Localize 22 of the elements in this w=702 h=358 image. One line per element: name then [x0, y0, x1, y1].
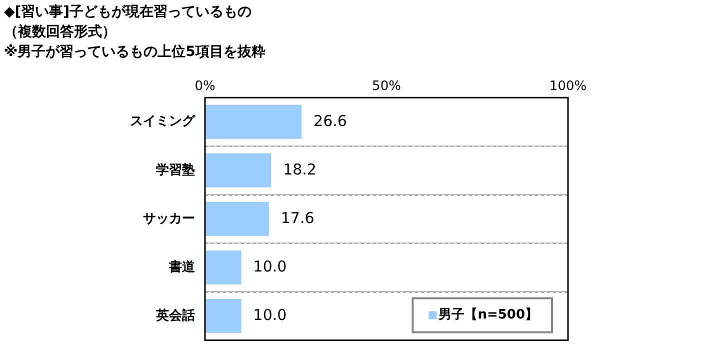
text: 10.0: [253, 257, 287, 276]
y-tick-label: サッカー: [143, 211, 195, 226]
bar: [205, 153, 272, 188]
x-tick-label: 50%: [372, 79, 401, 94]
y-tick-label: 学習塾: [156, 162, 195, 178]
text: 26.6: [314, 112, 347, 130]
bar: [205, 202, 269, 236]
bar: [205, 298, 242, 333]
text: 10.0: [253, 306, 287, 324]
y-tick-label: 英会話: [155, 307, 195, 324]
text: 18.2: [283, 160, 316, 178]
x-tick-label: 100%: [549, 79, 587, 94]
text: ※男子が習っているもの上位5項目を抜粋: [4, 43, 266, 62]
bar: [205, 104, 302, 139]
text: （複数回答形式）: [4, 23, 117, 42]
chart-title: ◆[習い事]子どもが現在習っているもの: [4, 3, 253, 22]
legend-label: 男子【n=500】: [438, 306, 538, 323]
y-tick-label: スイミング: [130, 114, 196, 130]
x-tick-label: 0%: [194, 79, 216, 94]
bar: [205, 250, 242, 284]
y-tick-label: 書道: [168, 260, 196, 275]
text: 17.6: [280, 208, 314, 227]
